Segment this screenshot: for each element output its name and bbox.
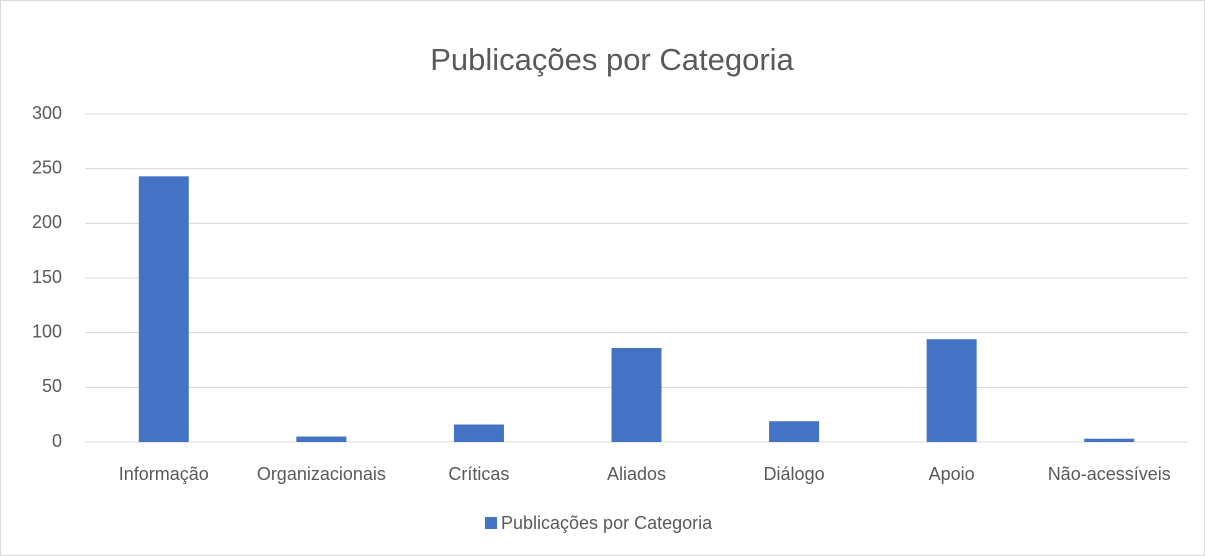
y-tick-label: 50 xyxy=(42,376,62,396)
legend-swatch xyxy=(485,517,497,529)
x-tick-label: Apoio xyxy=(929,464,975,484)
bar xyxy=(453,424,504,442)
x-tick-label: Aliados xyxy=(607,464,666,484)
x-tick-label: Informação xyxy=(119,464,209,484)
y-tick-label: 150 xyxy=(32,267,62,287)
bar xyxy=(296,436,347,442)
bar xyxy=(926,339,977,442)
legend-label: Publicações por Categoria xyxy=(501,513,713,533)
bar xyxy=(611,347,662,442)
x-tick-label: Diálogo xyxy=(764,464,825,484)
chart-title: Publicações por Categoria xyxy=(430,42,794,77)
y-tick-label: 0 xyxy=(52,431,62,451)
bar xyxy=(138,176,189,442)
y-tick-label: 300 xyxy=(32,103,62,123)
x-tick-label: Críticas xyxy=(448,464,509,484)
y-tick-label: 200 xyxy=(32,212,62,232)
y-tick-label: 100 xyxy=(32,321,62,341)
y-tick-label: 250 xyxy=(32,157,62,177)
x-tick-label: Organizacionais xyxy=(257,464,386,484)
bar xyxy=(769,421,820,442)
x-tick-label: Não-acessíveis xyxy=(1048,464,1171,484)
bar xyxy=(1084,438,1135,442)
